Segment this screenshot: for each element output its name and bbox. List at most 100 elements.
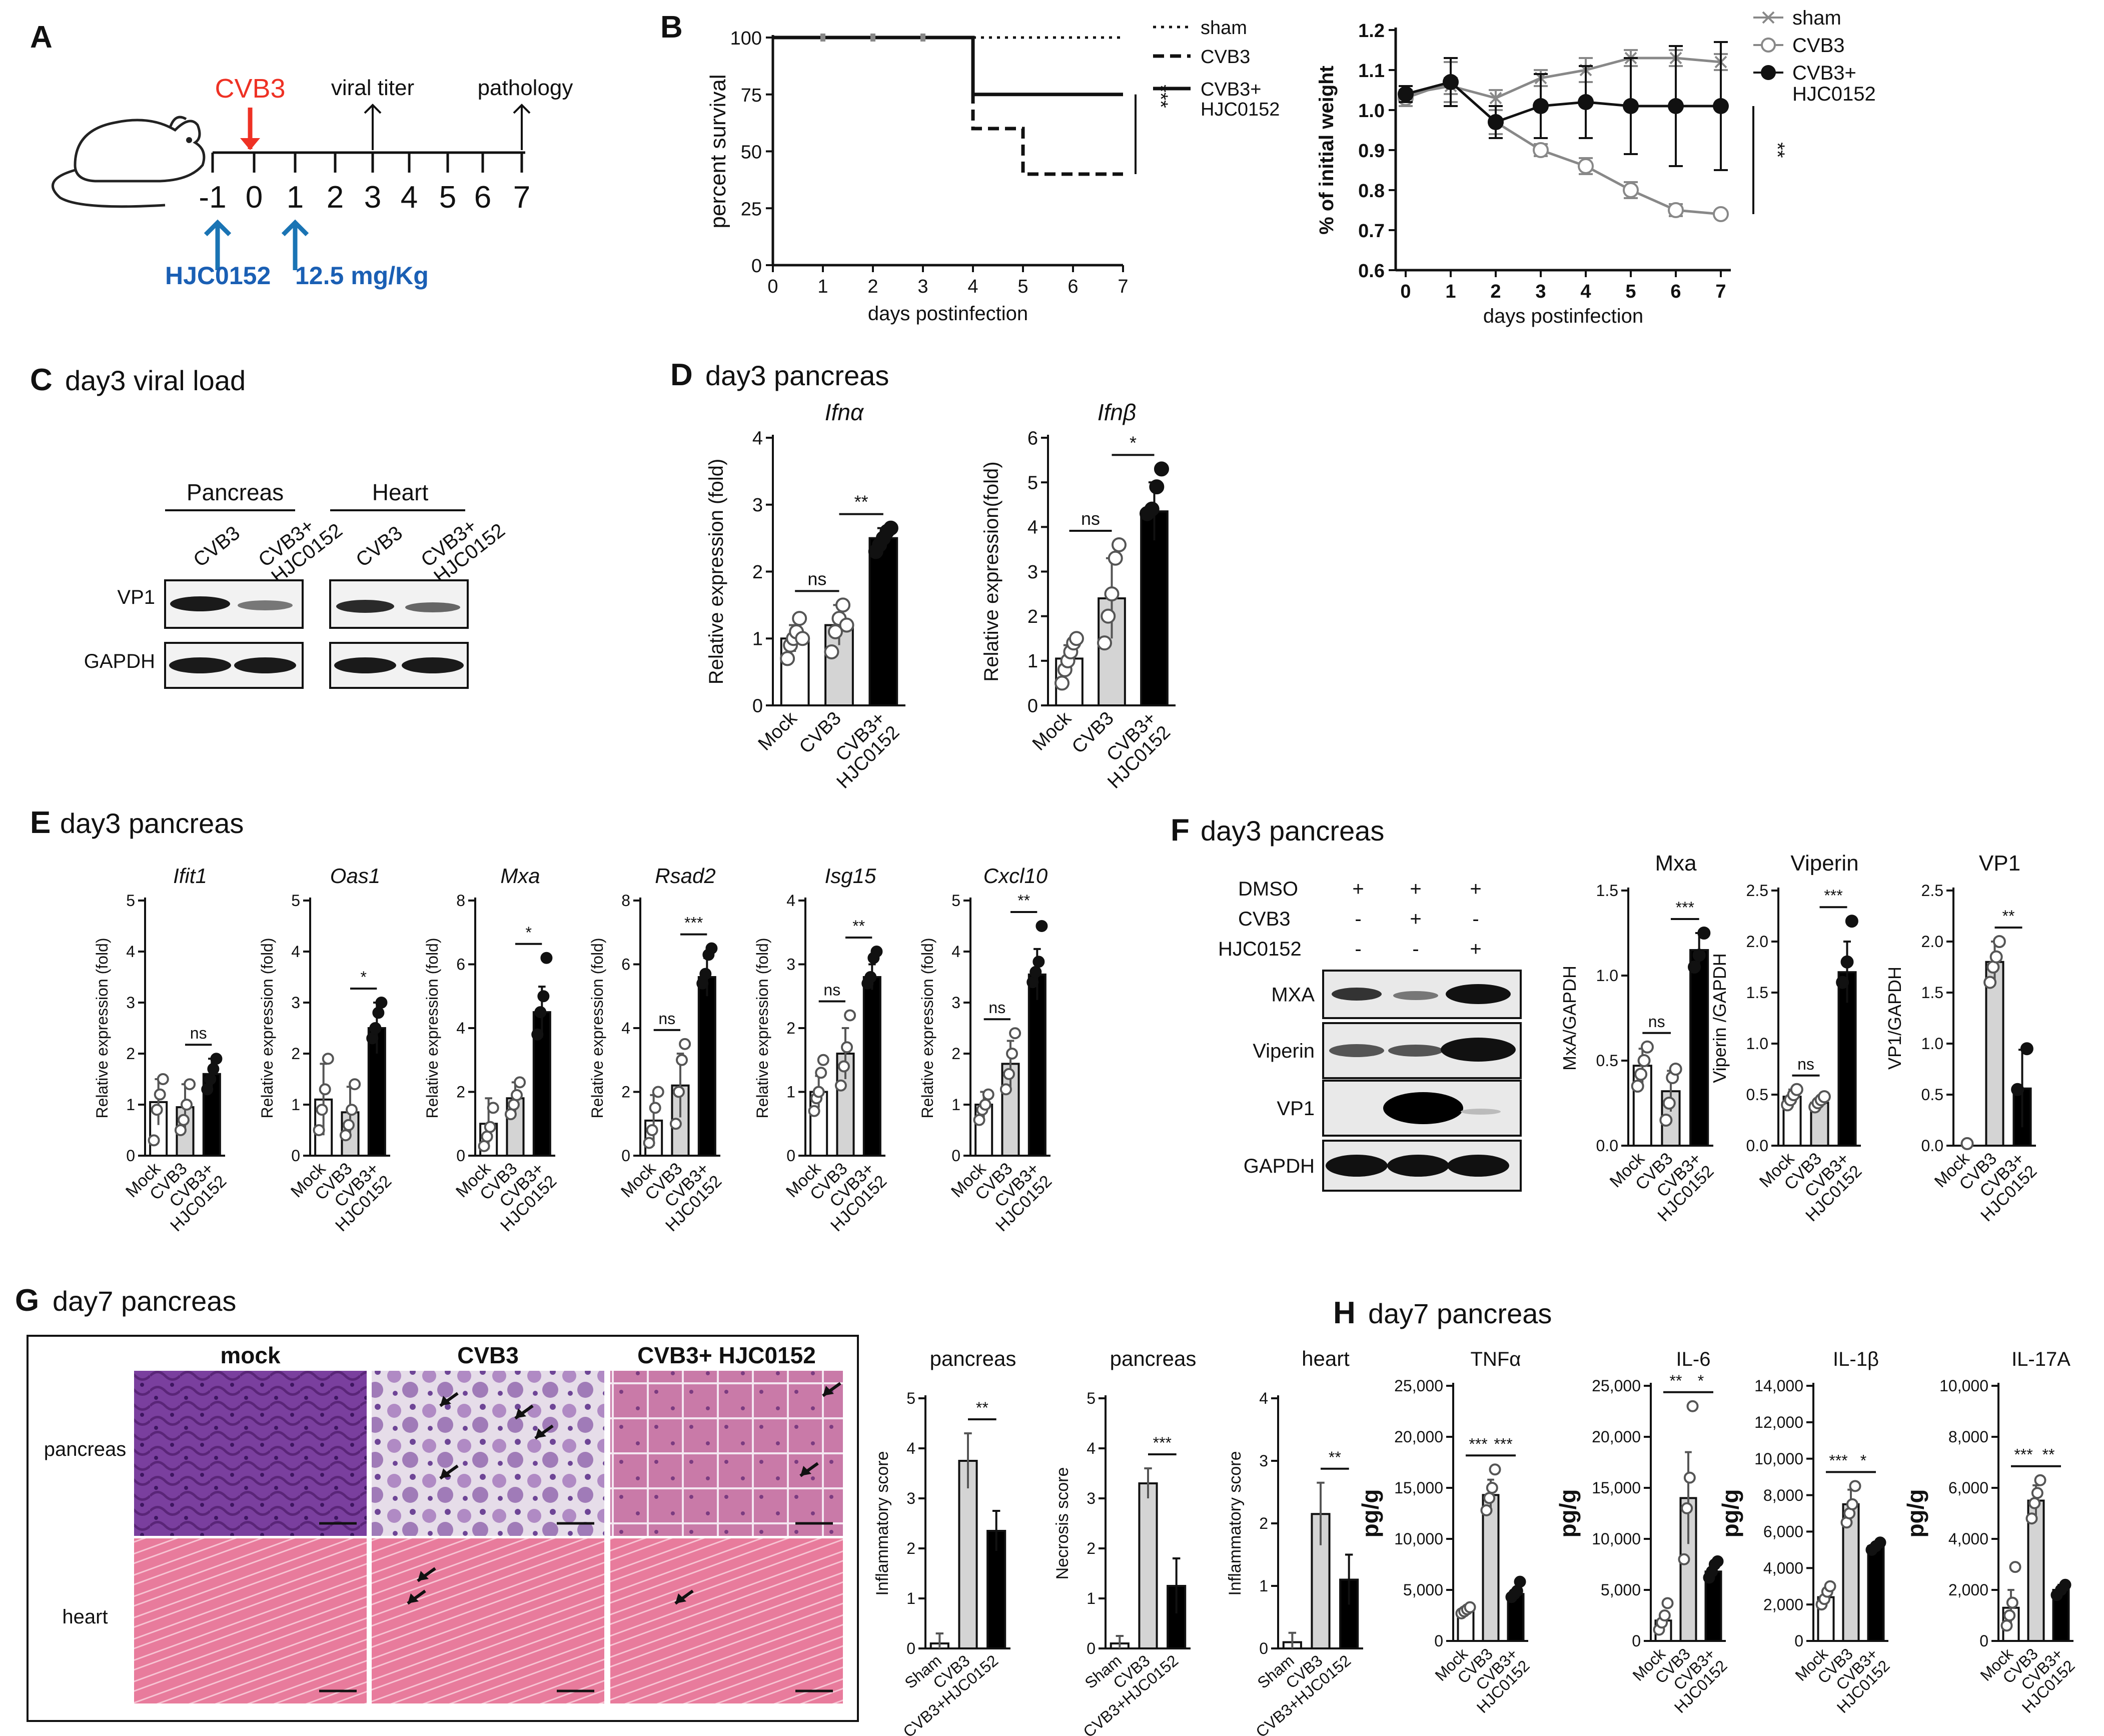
y-tick-label: 1 <box>1087 1589 1096 1607</box>
data-point <box>375 997 388 1009</box>
significance-label: * <box>1130 432 1137 453</box>
data-point <box>1849 1480 1861 1492</box>
tissue-label: Heart <box>372 479 429 505</box>
data-point <box>679 1038 691 1050</box>
text-line: CVB3+ <box>1201 79 1261 100</box>
marker-dot <box>1623 98 1639 114</box>
legend-marker <box>1761 38 1776 53</box>
y-tick-label: 1 <box>291 1096 300 1114</box>
y-tick-label: 3 <box>951 994 960 1012</box>
y-axis-label: pg/g <box>1902 1489 1928 1537</box>
band <box>1383 1092 1463 1124</box>
data-point <box>1486 1482 1498 1494</box>
marker-dot <box>1488 114 1504 130</box>
x-axis-label: days postinfection <box>1483 305 1643 327</box>
bar-chart-H-il1b: 0 2,000 4,000 6,000 8,000 10,000 12,000 14,000 I… <box>1717 1348 1893 1716</box>
data-point <box>319 1083 331 1096</box>
dose-label: 12.5 mg/Kg <box>295 262 429 290</box>
y-axis-label: Relative expression (fold) <box>258 938 276 1118</box>
data-point <box>1631 1080 1644 1093</box>
data-point <box>780 651 795 666</box>
mouse-icon <box>51 116 206 208</box>
y-tick-label: 12,000 <box>1754 1413 1803 1431</box>
significance-label: ** <box>852 917 865 935</box>
data-point <box>1697 927 1711 940</box>
x-tick-label: 0 <box>767 276 778 297</box>
band <box>170 596 230 611</box>
timeline-tick-label: -1 <box>199 180 226 215</box>
bar <box>367 1027 386 1157</box>
data-point <box>696 977 709 990</box>
data-point <box>313 1124 325 1136</box>
y-tick-label: 4 <box>126 943 135 961</box>
chart-title: Ifit1 <box>173 864 207 888</box>
x-tick-label: 5 <box>1625 281 1636 302</box>
y-axis-label: Relative expression (fold) <box>93 938 111 1118</box>
lane-label: CVB3+HJC0152 <box>254 503 346 588</box>
chart-title: Mxa <box>1655 851 1697 876</box>
column-label: mock <box>220 1342 281 1368</box>
y-tick-label: 0.5 <box>1921 1086 1943 1104</box>
mouse-tail <box>51 169 166 208</box>
significance-label: ns <box>823 981 840 999</box>
y-tick-label: 3 <box>752 495 763 516</box>
data-point <box>1483 1492 1496 1504</box>
panel-label-f: F <box>1171 813 1190 847</box>
data-point <box>1480 1504 1493 1516</box>
data-point <box>1640 1040 1654 1054</box>
data-point <box>864 971 877 983</box>
y-tick-label: 2 <box>621 1083 630 1101</box>
x-tick-label: 3 <box>917 276 928 297</box>
data-point <box>537 990 550 1003</box>
y-tick-label: 4 <box>786 892 795 910</box>
mouse-ear <box>169 116 187 128</box>
row-label: pancreas <box>44 1438 127 1460</box>
drug-arrow-2-head <box>281 219 309 237</box>
data-point <box>795 631 810 646</box>
y-tick-label: 2,000 <box>1763 1595 1803 1613</box>
chart-title: Viperin <box>1790 851 1858 876</box>
micrograph <box>610 1538 843 1703</box>
histology-grid: mock CVB3 CVB3+ HJC0152 pancreas heart <box>27 1335 859 1722</box>
cvb3-label: CVB3 <box>215 74 285 104</box>
censor-mark <box>820 34 825 42</box>
significance-label: *** <box>1829 1451 1847 1469</box>
significance-label: ns <box>807 568 826 589</box>
significance-label: ** <box>1329 1448 1341 1466</box>
data-point <box>174 1124 187 1136</box>
y-tick-label: 2 <box>1259 1514 1268 1532</box>
column-label: CVB3 <box>457 1342 519 1368</box>
y-tick-label: 4,000 <box>1948 1530 1988 1548</box>
y-tick-label: 3 <box>786 956 795 974</box>
x-tick-label: 3 <box>1535 281 1546 302</box>
chart-title: Cxcl10 <box>983 864 1048 888</box>
significance-label: *** <box>2014 1446 2032 1464</box>
panel-f-title: day3 pancreas <box>1201 815 1384 846</box>
y-tick-label: 3 <box>1259 1452 1268 1470</box>
y-tick-label: 2 <box>456 1083 465 1101</box>
panel-c-title: day3 viral load <box>65 365 246 396</box>
y-tick-label: 15,000 <box>1394 1479 1443 1497</box>
y-axis-label: pg/g <box>1357 1489 1383 1537</box>
panel-g-title: day7 pancreas <box>53 1285 236 1317</box>
data-point <box>1634 1068 1648 1081</box>
significance-label: * <box>525 924 531 942</box>
bar <box>1027 973 1046 1157</box>
y-tick-label: 20,000 <box>1592 1428 1641 1446</box>
y-axis-label: MxA/GAPDH <box>1559 966 1580 1071</box>
treatment-mark: + <box>1410 908 1421 930</box>
text-line: HJC0152 <box>1792 83 1876 105</box>
y-tick-label: 0 <box>621 1147 630 1165</box>
lane-label: CVB3+HJC0152 <box>417 503 509 588</box>
y-axis-label: pg/g <box>1555 1489 1581 1537</box>
row-label: VP1 <box>117 586 155 608</box>
y-tick-label: 2 <box>1087 1539 1096 1557</box>
y-tick-label: 25,000 <box>1394 1377 1443 1395</box>
y-axis-label: VP1/GAPDH <box>1884 967 1905 1070</box>
data-point <box>2025 1512 2038 1525</box>
significance-label: *** <box>1676 899 1694 917</box>
mouse-eye <box>186 137 192 143</box>
y-tick-label: 2.5 <box>1921 882 1943 900</box>
drug-label: HJC0152 <box>165 262 271 290</box>
